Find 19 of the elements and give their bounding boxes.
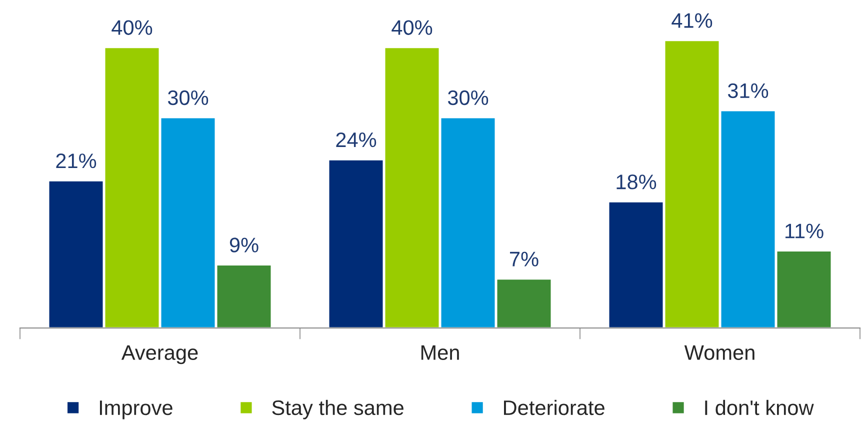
x-tick-label: Average — [121, 345, 198, 364]
data-label: 9% — [230, 238, 258, 252]
data-label: 18% — [616, 174, 656, 190]
data-label: 24% — [336, 132, 376, 148]
data-label: 21% — [56, 153, 96, 168]
data-label: 40% — [392, 20, 432, 35]
x-tick-label: Women — [684, 345, 754, 360]
data-label: 30% — [168, 90, 208, 106]
legend-label: Stay the same — [272, 400, 404, 420]
data-label: 30% — [448, 90, 488, 106]
legend-label: Improve — [100, 400, 172, 420]
legend-label: I don't know — [705, 400, 814, 416]
data-label: 41% — [672, 13, 712, 28]
x-tick-label: Men — [421, 345, 459, 360]
data-label: 40% — [112, 20, 152, 35]
data-label: 31% — [728, 83, 768, 98]
legend-label: Deteriorate — [504, 400, 604, 416]
data-label: 7% — [510, 252, 538, 266]
data-label: 11% — [786, 224, 824, 238]
